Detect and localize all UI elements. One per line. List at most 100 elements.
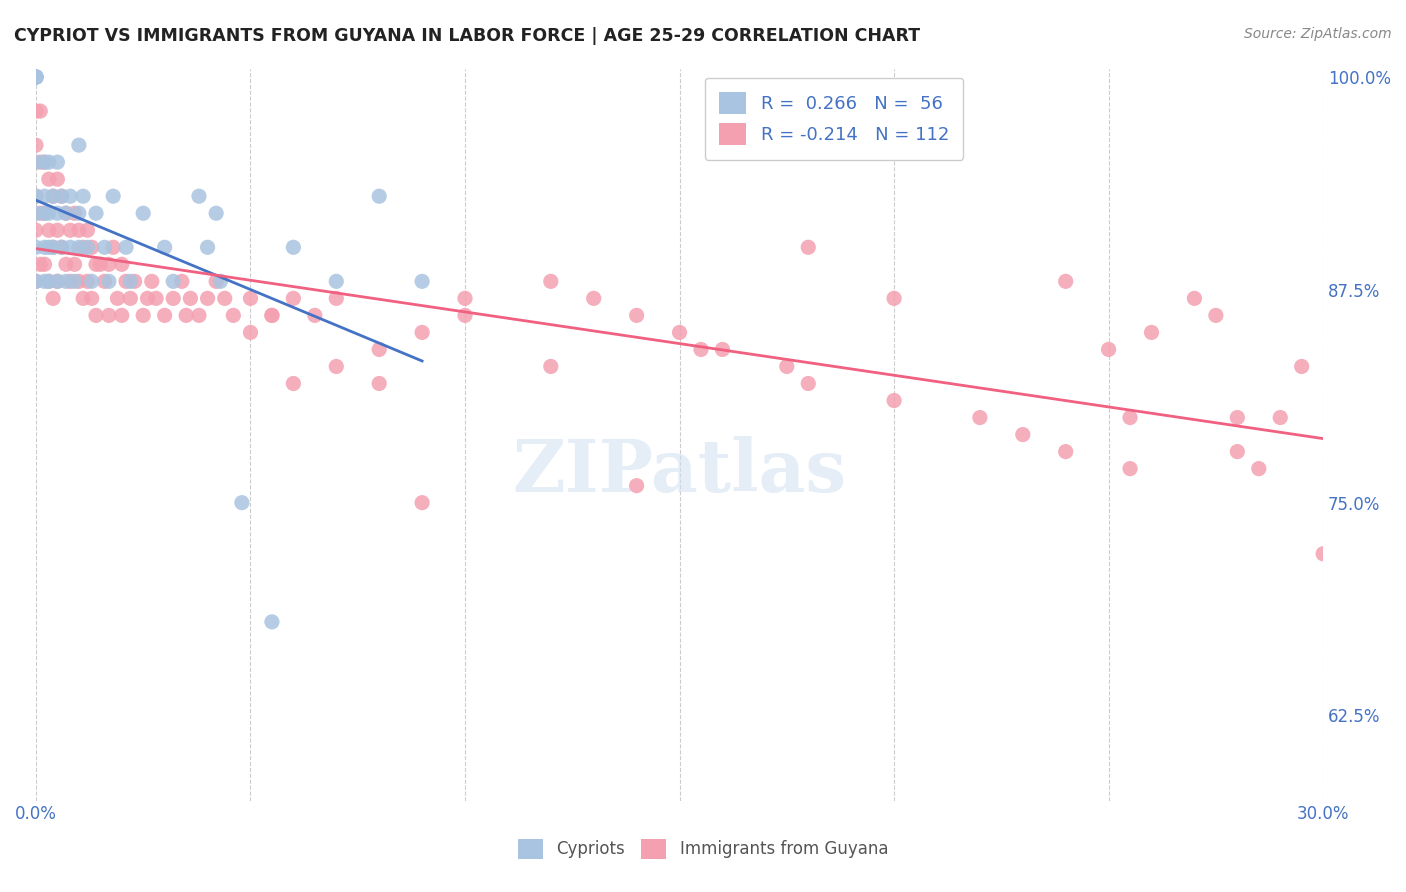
Point	[239, 291, 262, 305]
Point	[63, 274, 86, 288]
Point	[93, 274, 115, 288]
Point	[38, 223, 60, 237]
Legend: R =  0.266   N =  56, R = -0.214   N = 112: R = 0.266 N = 56, R = -0.214 N = 112	[704, 78, 963, 160]
Point	[67, 240, 90, 254]
Point	[132, 206, 155, 220]
Point	[51, 189, 73, 203]
Point	[325, 291, 347, 305]
Point	[46, 172, 69, 186]
Point	[454, 291, 477, 305]
Point	[368, 189, 391, 203]
Point	[124, 274, 146, 288]
Point	[120, 274, 142, 288]
Point	[59, 189, 82, 203]
Point	[34, 206, 56, 220]
Point	[411, 496, 433, 510]
Point	[368, 343, 391, 357]
Point	[34, 189, 56, 203]
Point	[67, 274, 90, 288]
Point	[582, 291, 605, 305]
Point	[84, 309, 107, 323]
Point	[325, 359, 347, 374]
Point	[969, 410, 991, 425]
Point	[209, 274, 232, 288]
Point	[101, 189, 124, 203]
Point	[72, 240, 94, 254]
Point	[46, 155, 69, 169]
Point	[141, 274, 163, 288]
Point	[38, 172, 60, 186]
Point	[34, 257, 56, 271]
Point	[30, 104, 52, 119]
Point	[34, 274, 56, 288]
Point	[51, 240, 73, 254]
Point	[25, 240, 48, 254]
Point	[97, 309, 120, 323]
Point	[170, 274, 193, 288]
Point	[797, 376, 820, 391]
Point	[84, 206, 107, 220]
Point	[25, 70, 48, 84]
Point	[97, 274, 120, 288]
Point	[283, 291, 305, 305]
Point	[1140, 326, 1163, 340]
Point	[25, 70, 48, 84]
Point	[283, 376, 305, 391]
Point	[115, 240, 138, 254]
Point	[1312, 547, 1334, 561]
Point	[214, 291, 236, 305]
Point	[111, 257, 134, 271]
Point	[1205, 309, 1227, 323]
Point	[76, 223, 98, 237]
Point	[59, 223, 82, 237]
Point	[38, 240, 60, 254]
Point	[38, 274, 60, 288]
Point	[145, 291, 167, 305]
Point	[42, 189, 65, 203]
Point	[25, 104, 48, 119]
Point	[55, 257, 77, 271]
Point	[540, 274, 562, 288]
Point	[59, 274, 82, 288]
Point	[34, 155, 56, 169]
Point	[1119, 461, 1142, 475]
Point	[42, 291, 65, 305]
Point	[25, 189, 48, 203]
Point	[63, 206, 86, 220]
Point	[76, 240, 98, 254]
Point	[120, 291, 142, 305]
Point	[38, 155, 60, 169]
Point	[51, 189, 73, 203]
Point	[1184, 291, 1206, 305]
Point	[55, 206, 77, 220]
Point	[222, 309, 245, 323]
Point	[1119, 410, 1142, 425]
Point	[46, 206, 69, 220]
Point	[540, 359, 562, 374]
Point	[72, 189, 94, 203]
Point	[1097, 343, 1119, 357]
Point	[38, 274, 60, 288]
Point	[260, 615, 283, 629]
Point	[42, 240, 65, 254]
Point	[46, 274, 69, 288]
Point	[454, 309, 477, 323]
Point	[883, 393, 905, 408]
Text: CYPRIOT VS IMMIGRANTS FROM GUYANA IN LABOR FORCE | AGE 25-29 CORRELATION CHART: CYPRIOT VS IMMIGRANTS FROM GUYANA IN LAB…	[14, 27, 920, 45]
Point	[188, 189, 211, 203]
Point	[1247, 461, 1270, 475]
Text: ZIPatlas: ZIPatlas	[512, 435, 846, 507]
Point	[179, 291, 201, 305]
Point	[72, 291, 94, 305]
Point	[1054, 444, 1077, 458]
Point	[325, 274, 347, 288]
Point	[67, 223, 90, 237]
Point	[25, 70, 48, 84]
Point	[42, 189, 65, 203]
Point	[1226, 444, 1249, 458]
Point	[25, 70, 48, 84]
Point	[626, 309, 648, 323]
Point	[89, 257, 111, 271]
Point	[668, 326, 690, 340]
Point	[34, 240, 56, 254]
